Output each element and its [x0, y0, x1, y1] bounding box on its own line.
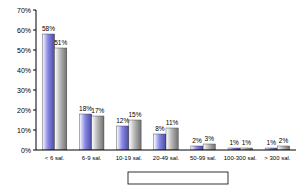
data-label: 1% — [267, 139, 277, 146]
legend-frame — [128, 172, 228, 184]
x-axis — [36, 150, 296, 151]
y-tick-label: 70% — [17, 7, 31, 14]
bar — [117, 126, 129, 150]
data-label: 17% — [91, 107, 104, 114]
x-tick-label: 20-49 sal. — [153, 155, 180, 161]
data-label: 15% — [128, 111, 141, 118]
bar — [129, 120, 141, 150]
y-tick-label: 50% — [17, 47, 31, 54]
y-tick-label: 10% — [17, 127, 31, 134]
x-tick-label: 6-9 sal. — [82, 155, 102, 161]
data-label: 2% — [279, 137, 289, 144]
bar — [154, 134, 166, 150]
bar — [277, 146, 289, 150]
x-tick-label: > 300 sal. — [264, 155, 291, 161]
bar — [42, 34, 54, 150]
x-tick-label: < 6 sal. — [45, 155, 65, 161]
y-tick-label: 0% — [21, 147, 31, 154]
data-label: 18% — [79, 105, 92, 112]
bar — [79, 114, 91, 150]
bar — [191, 146, 203, 150]
bar — [203, 144, 215, 150]
data-label: 11% — [166, 119, 179, 126]
data-label: 58% — [42, 25, 55, 32]
data-label: 2% — [192, 137, 202, 144]
y-tick-label: 40% — [17, 67, 31, 74]
y-tick-label: 30% — [17, 87, 31, 94]
data-label: 3% — [205, 135, 215, 142]
y-tick-label: 60% — [17, 27, 31, 34]
x-tick-label: 10-19 sal. — [116, 155, 143, 161]
data-label: 12% — [116, 117, 129, 124]
bar — [166, 128, 178, 150]
data-label: 8% — [155, 125, 165, 132]
data-label: 1% — [229, 139, 239, 146]
chart-container: 0%10%20%30%40%50%60%70%58%18%12%8%2%1%1%… — [0, 0, 300, 186]
x-tick-label: 100-300 sal. — [224, 155, 257, 161]
y-tick-label: 20% — [17, 107, 31, 114]
bar — [92, 116, 104, 150]
data-label: 1% — [242, 139, 252, 146]
chart-svg: 0%10%20%30%40%50%60%70%58%18%12%8%2%1%1%… — [0, 0, 300, 186]
y-axis — [36, 10, 37, 150]
bars — [42, 34, 289, 150]
bar — [55, 48, 67, 150]
data-label: 51% — [54, 39, 67, 46]
x-tick-label: 50-99 sal. — [190, 155, 217, 161]
